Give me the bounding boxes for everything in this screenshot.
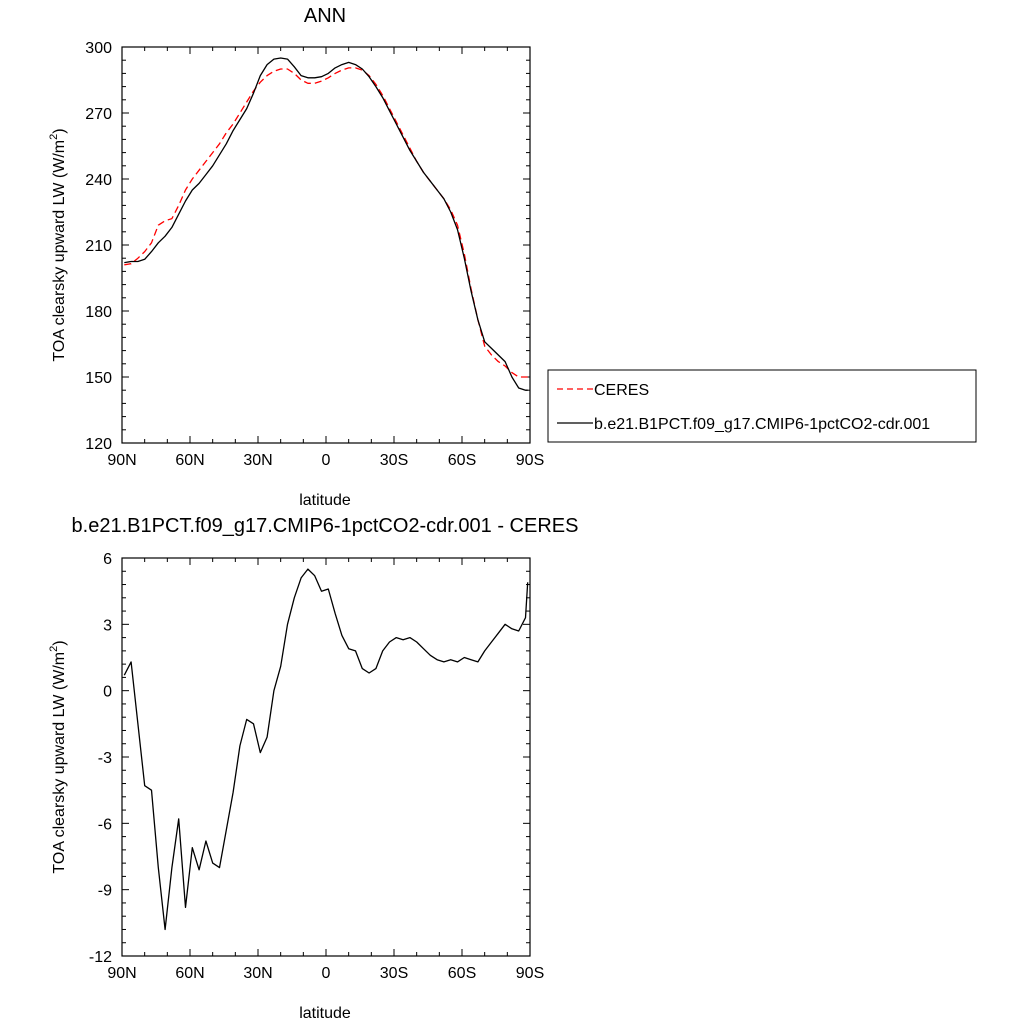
bottom-y-tick-label: 3 <box>103 617 112 634</box>
bottom-y-tick-label: -3 <box>98 750 112 767</box>
bottom-chart-title: b.e21.B1PCT.f09_g17.CMIP6-1pctCO2-cdr.00… <box>72 515 579 537</box>
top-y-tick-label: 150 <box>85 370 112 387</box>
top-y-tick-label: 180 <box>85 304 112 321</box>
legend-model-label: b.e21.B1PCT.f09_g17.CMIP6-1pctCO2-cdr.00… <box>594 416 930 433</box>
bottom-plot-frame <box>121 557 531 957</box>
bottom-panel: b.e21.B1PCT.f09_g17.CMIP6-1pctCO2-cdr.00… <box>48 515 578 1022</box>
top-series-lines <box>124 57 528 391</box>
top-x-tick-label: 30S <box>380 452 408 469</box>
top-y-tick-label: 210 <box>85 238 112 255</box>
top-y-tick-label: 240 <box>85 172 112 189</box>
bottom-x-tick-label: 60N <box>175 965 204 982</box>
top-x-axis-label: latitude <box>299 492 351 509</box>
bottom-y-tick-label: 6 <box>103 551 112 568</box>
top-x-tick-label: 60N <box>175 452 204 469</box>
top-y-axis-label: TOA clearsky upward LW (W/m2) <box>48 128 68 361</box>
bottom-x-tick-label: 30S <box>380 965 408 982</box>
bottom-y-label-main: TOA clearsky upward LW (W/m <box>51 652 68 874</box>
top-x-tick-label: 90S <box>516 452 544 469</box>
top-x-tick-label: 60S <box>448 452 476 469</box>
bottom-y-tick-label: 0 <box>103 684 112 701</box>
top-y-label-main: TOA clearsky upward LW (W/m <box>51 140 68 362</box>
top-y-tick-label: 120 <box>85 436 112 453</box>
bottom-y-tick-label: -6 <box>98 816 112 833</box>
legend: CERES b.e21.B1PCT.f09_g17.CMIP6-1pctCO2-… <box>547 369 977 443</box>
bottom-series-line-0 <box>123 568 529 931</box>
legend-box <box>547 369 977 443</box>
top-y-tick-label: 300 <box>85 40 112 57</box>
bottom-series-lines <box>123 568 529 931</box>
top-plot-frame <box>121 46 531 444</box>
top-x-tick-label: 90N <box>107 452 136 469</box>
top-y-label-sup: 2 <box>48 134 60 140</box>
bottom-y-tick-label: -9 <box>98 883 112 900</box>
bottom-x-tick-label: 0 <box>322 965 331 982</box>
top-series-line-0 <box>124 67 528 378</box>
top-panel: ANN 90N 60N 30N 0 30S 60S 90S 120 150 180 210 240 27… <box>48 5 977 509</box>
bottom-x-tick-label: 60S <box>448 965 476 982</box>
legend-ceres-label: CERES <box>594 382 649 399</box>
bottom-y-tick-label: -12 <box>89 949 112 966</box>
bottom-y-label-tail: ) <box>51 640 68 645</box>
bottom-x-axis-label: latitude <box>299 1005 351 1022</box>
bottom-x-tick-label: 90N <box>107 965 136 982</box>
top-chart-title: ANN <box>304 5 346 27</box>
bottom-axes: 90N 60N 30N 0 30S 60S 90S -12 -9 -6 -3 0 3 6 <box>89 551 544 982</box>
top-x-tick-label: 0 <box>322 452 331 469</box>
bottom-x-tick-label: 30N <box>243 965 272 982</box>
bottom-x-tick-label: 90S <box>516 965 544 982</box>
bottom-y-label-sup: 2 <box>48 646 60 652</box>
top-y-tick-label: 270 <box>85 106 112 123</box>
top-y-label-tail: ) <box>51 128 68 133</box>
top-axes: 90N 60N 30N 0 30S 60S 90S 120 150 180 210 240 270 300 <box>85 40 544 469</box>
top-series-line-1 <box>124 57 528 391</box>
bottom-y-axis-label: TOA clearsky upward LW (W/m2) <box>48 640 68 873</box>
top-x-tick-label: 30N <box>243 452 272 469</box>
